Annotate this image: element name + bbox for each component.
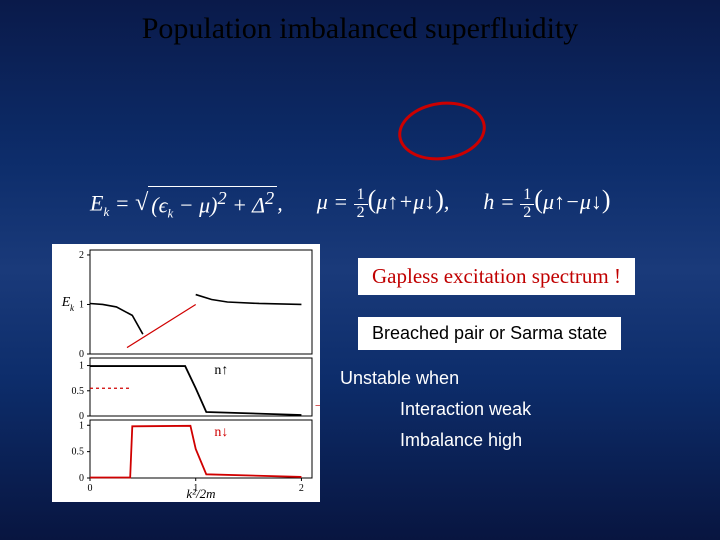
right-column: Gapless excitation spectrum ! Breached p… [340,258,700,451]
svg-text:2: 2 [79,250,84,261]
bullet-high: Imbalance high [400,430,700,451]
svg-text:2: 2 [299,483,304,494]
eq-exp1: 2 [217,188,226,208]
frac-n1: 1 [354,187,368,205]
svg-text:1: 1 [79,361,84,372]
eq-E: E [90,190,103,215]
svg-text:k: k [70,303,75,313]
svg-text:0: 0 [88,483,93,494]
svg-text:0.5: 0.5 [72,447,85,458]
svg-text:1: 1 [79,420,84,431]
eq-eps-sub: k [167,206,173,221]
gapless-callout: Gapless excitation spectrum ! [358,258,635,295]
eq-mu: μ [199,192,210,217]
eq-mu-def: μ = 12(μ↑+μ↓), [317,186,450,221]
eq-comma: , [277,190,283,215]
svg-text:0: 0 [79,473,84,484]
svg-text:1: 1 [79,299,84,310]
eq-minus: − [565,189,580,214]
eq-muup2: μ↑ [543,189,565,214]
radical-sign: √ [135,190,148,217]
eq-equals-1: = [115,190,135,215]
slide-title: Population imbalanced superfluidity [0,12,720,46]
plot-container: 012Ek00.51n↑− h00.51012n↓k²/2m [52,244,320,502]
svg-text:− h: − h [314,398,320,413]
eq-exp2: 2 [265,188,274,208]
red-ellipse-callout [394,96,489,166]
eq-comma2: , [444,189,450,214]
eq-delta: Δ [252,192,265,217]
eq-E-sub: k [103,204,109,219]
eq-mu2: μ [317,189,328,214]
bullet-weak: Interaction weak [400,399,700,420]
svg-text:0: 0 [79,349,84,360]
frac-d2: 2 [520,205,534,222]
eq-mudown2: μ↓ [580,189,602,214]
eq-Ek-formula: Ek = √(ϵk − μ)2 + Δ2 , [90,186,283,222]
frac-half-1: 12 [354,187,368,222]
svg-text:n↓: n↓ [214,425,228,440]
frac-n2: 1 [520,187,534,205]
plot-svg: 012Ek00.51n↑− h00.51012n↓k²/2m [52,244,320,502]
svg-text:0.5: 0.5 [72,386,85,397]
equation-line: Ek = √(ϵk − μ)2 + Δ2 , μ = 12(μ↑+μ↓), h … [90,186,611,222]
frac-half-2: 12 [520,187,534,222]
eq-h: h [483,189,494,214]
eq-plus: + [398,189,413,214]
svg-text:k²/2m: k²/2m [186,486,215,501]
breached-callout: Breached pair or Sarma state [358,317,621,350]
eq-h-def: h = 12(μ↑−μ↓) [483,186,610,221]
eq-muup: μ↑ [376,189,398,214]
svg-text:n↑: n↑ [214,363,228,378]
eq-mudown: μ↓ [413,189,435,214]
unstable-label: Unstable when [340,368,700,389]
frac-d1: 2 [354,205,368,222]
eq-sqrt: √(ϵk − μ)2 + Δ2 [135,186,277,222]
radicand: (ϵk − μ)2 + Δ2 [148,186,277,222]
